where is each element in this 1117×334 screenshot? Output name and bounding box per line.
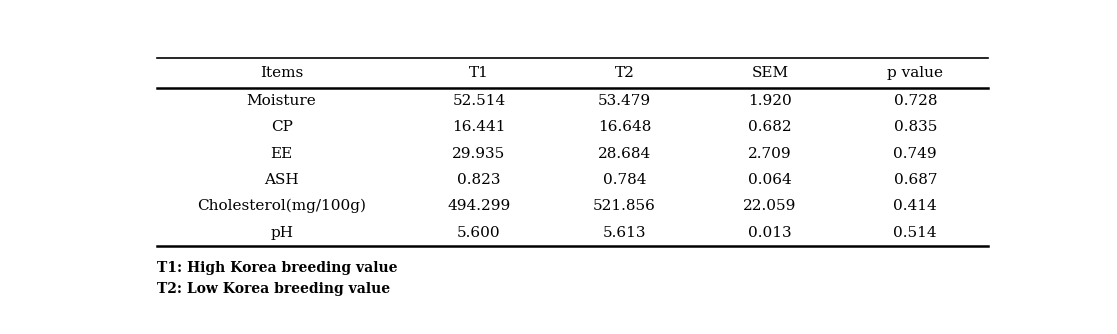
- Text: 2.709: 2.709: [748, 147, 792, 161]
- Text: T2: Low Korea breeding value: T2: Low Korea breeding value: [156, 282, 390, 296]
- Text: 1.920: 1.920: [748, 94, 792, 108]
- Text: 521.856: 521.856: [593, 199, 656, 213]
- Text: 53.479: 53.479: [598, 94, 651, 108]
- Text: 5.613: 5.613: [603, 226, 646, 239]
- Text: 0.728: 0.728: [894, 94, 937, 108]
- Text: Moisture: Moisture: [247, 94, 316, 108]
- Text: Cholesterol(mg/100g): Cholesterol(mg/100g): [197, 199, 366, 213]
- Text: 0.682: 0.682: [748, 120, 792, 134]
- Text: ASH: ASH: [265, 173, 299, 187]
- Text: 0.687: 0.687: [894, 173, 937, 187]
- Text: SEM: SEM: [752, 66, 789, 80]
- Text: T1: T1: [469, 66, 489, 80]
- Text: 0.784: 0.784: [603, 173, 646, 187]
- Text: 0.823: 0.823: [457, 173, 500, 187]
- Text: T1: High Korea breeding value: T1: High Korea breeding value: [156, 261, 398, 275]
- Text: p value: p value: [887, 66, 943, 80]
- Text: 28.684: 28.684: [598, 147, 651, 161]
- Text: 0.064: 0.064: [748, 173, 792, 187]
- Text: 5.600: 5.600: [457, 226, 500, 239]
- Text: EE: EE: [270, 147, 293, 161]
- Text: 494.299: 494.299: [447, 199, 510, 213]
- Text: pH: pH: [270, 226, 293, 239]
- Text: 0.514: 0.514: [894, 226, 937, 239]
- Text: 16.648: 16.648: [598, 120, 651, 134]
- Text: CP: CP: [270, 120, 293, 134]
- Text: 0.414: 0.414: [894, 199, 937, 213]
- Text: 29.935: 29.935: [452, 147, 506, 161]
- Text: 0.013: 0.013: [748, 226, 792, 239]
- Text: 52.514: 52.514: [452, 94, 506, 108]
- Text: T2: T2: [614, 66, 634, 80]
- Text: Items: Items: [260, 66, 303, 80]
- Text: 0.749: 0.749: [894, 147, 937, 161]
- Text: 16.441: 16.441: [452, 120, 506, 134]
- Text: 22.059: 22.059: [743, 199, 796, 213]
- Text: 0.835: 0.835: [894, 120, 937, 134]
